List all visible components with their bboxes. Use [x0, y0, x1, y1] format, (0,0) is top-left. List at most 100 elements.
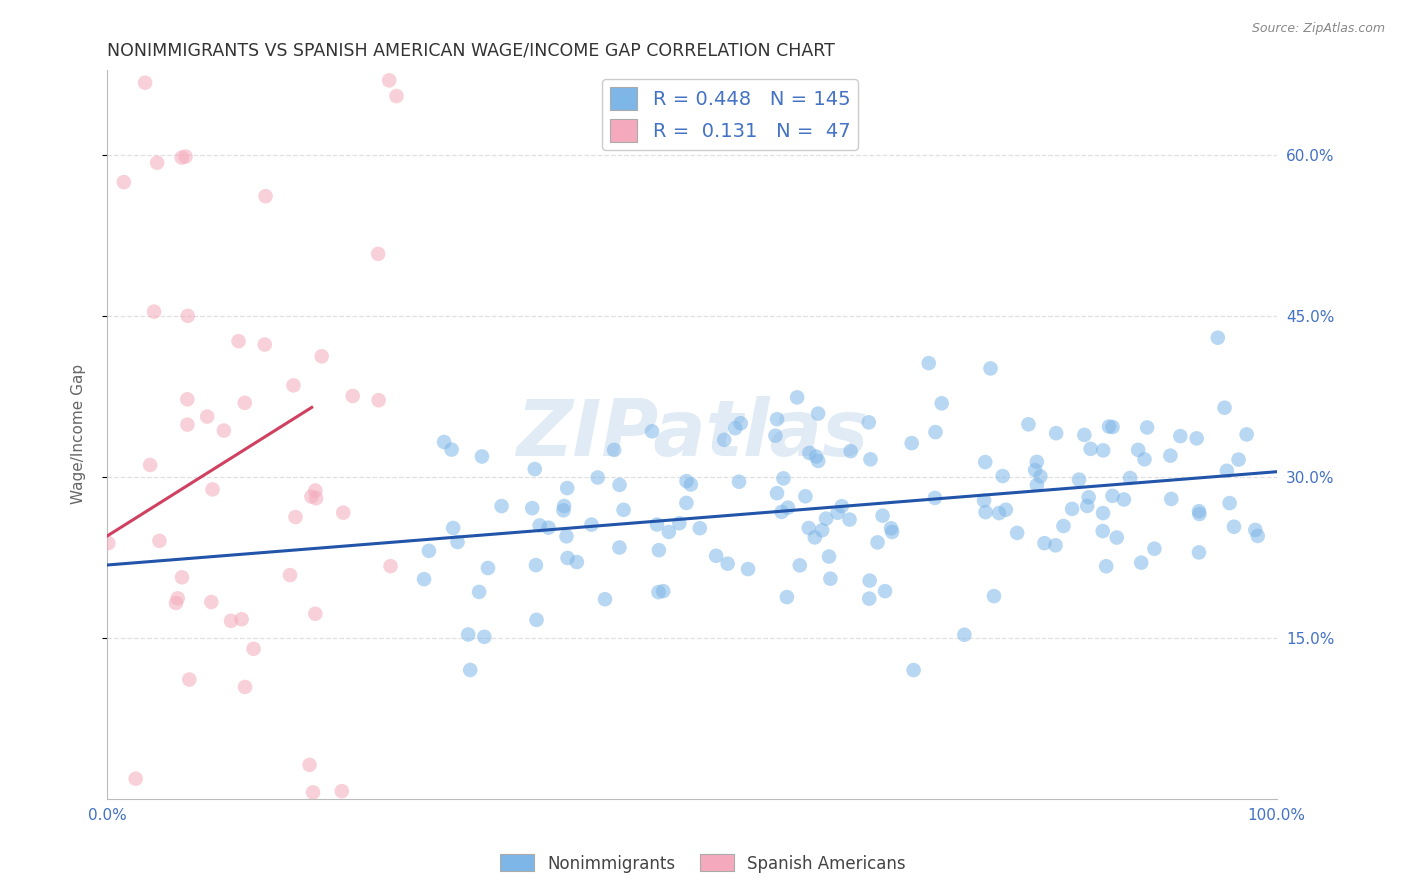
- Point: [873, 584, 896, 599]
- Point: [807, 454, 830, 468]
- Point: [603, 442, 626, 457]
- Point: [988, 506, 1011, 520]
- Point: [839, 444, 862, 458]
- Point: [1136, 420, 1159, 434]
- Point: [283, 378, 305, 392]
- Point: [1033, 536, 1056, 550]
- Point: [97, 536, 120, 550]
- Point: [195, 409, 218, 424]
- Point: [254, 189, 277, 203]
- Point: [772, 471, 794, 485]
- Point: [776, 590, 799, 604]
- Legend: R = 0.448   N = 145, R =  0.131   N =  47: R = 0.448 N = 145, R = 0.131 N = 47: [602, 79, 858, 150]
- Point: [242, 641, 264, 656]
- Point: [565, 555, 588, 569]
- Point: [1112, 492, 1135, 507]
- Point: [924, 425, 946, 439]
- Point: [311, 349, 333, 363]
- Point: [278, 568, 301, 582]
- Point: [302, 785, 325, 799]
- Point: [299, 490, 322, 504]
- Point: [1223, 519, 1246, 533]
- Point: [1067, 473, 1090, 487]
- Point: [931, 396, 953, 410]
- Point: [1188, 507, 1211, 521]
- Point: [1045, 538, 1067, 552]
- Point: [433, 435, 456, 450]
- Point: [1005, 525, 1028, 540]
- Point: [304, 607, 326, 621]
- Point: [1092, 506, 1115, 520]
- Point: [717, 557, 740, 571]
- Point: [170, 151, 193, 165]
- Point: [1247, 529, 1270, 543]
- Point: [858, 415, 880, 429]
- Point: [652, 584, 675, 599]
- Point: [818, 549, 841, 564]
- Point: [176, 417, 198, 432]
- Point: [786, 391, 808, 405]
- Point: [284, 510, 307, 524]
- Point: [859, 452, 882, 467]
- Point: [124, 772, 146, 786]
- Point: [974, 455, 997, 469]
- Point: [641, 424, 664, 438]
- Y-axis label: Wage/Income Gap: Wage/Income Gap: [72, 364, 86, 504]
- Point: [794, 489, 817, 503]
- Point: [1130, 556, 1153, 570]
- Point: [737, 562, 759, 576]
- Point: [305, 491, 328, 506]
- Point: [1076, 499, 1098, 513]
- Point: [675, 474, 697, 488]
- Point: [983, 589, 1005, 603]
- Point: [385, 89, 408, 103]
- Point: [609, 478, 631, 492]
- Point: [704, 549, 727, 563]
- Point: [1227, 452, 1250, 467]
- Point: [553, 503, 575, 517]
- Point: [441, 521, 464, 535]
- Point: [524, 558, 547, 573]
- Point: [304, 483, 326, 498]
- Point: [882, 524, 904, 539]
- Point: [555, 481, 578, 495]
- Point: [647, 585, 669, 599]
- Point: [713, 433, 735, 447]
- Point: [593, 592, 616, 607]
- Point: [807, 407, 830, 421]
- Point: [994, 502, 1017, 516]
- Point: [219, 614, 242, 628]
- Point: [134, 76, 156, 90]
- Point: [1213, 401, 1236, 415]
- Point: [820, 572, 842, 586]
- Point: [555, 529, 578, 543]
- Point: [1098, 419, 1121, 434]
- Point: [1236, 427, 1258, 442]
- Point: [797, 521, 820, 535]
- Point: [831, 499, 853, 513]
- Point: [413, 572, 436, 586]
- Point: [675, 496, 697, 510]
- Point: [918, 356, 941, 370]
- Point: [233, 680, 256, 694]
- Point: [1017, 417, 1039, 432]
- Point: [804, 450, 827, 464]
- Point: [789, 558, 811, 573]
- Point: [1025, 478, 1047, 492]
- Point: [586, 470, 609, 484]
- Point: [166, 591, 188, 606]
- Point: [253, 337, 276, 351]
- Point: [803, 530, 825, 544]
- Point: [491, 499, 513, 513]
- Point: [1206, 331, 1229, 345]
- Point: [472, 630, 495, 644]
- Point: [1095, 559, 1118, 574]
- Point: [1133, 452, 1156, 467]
- Point: [1024, 463, 1046, 477]
- Point: [880, 521, 903, 535]
- Point: [233, 396, 256, 410]
- Point: [471, 450, 494, 464]
- Point: [658, 524, 681, 539]
- Point: [1128, 442, 1150, 457]
- Point: [903, 663, 925, 677]
